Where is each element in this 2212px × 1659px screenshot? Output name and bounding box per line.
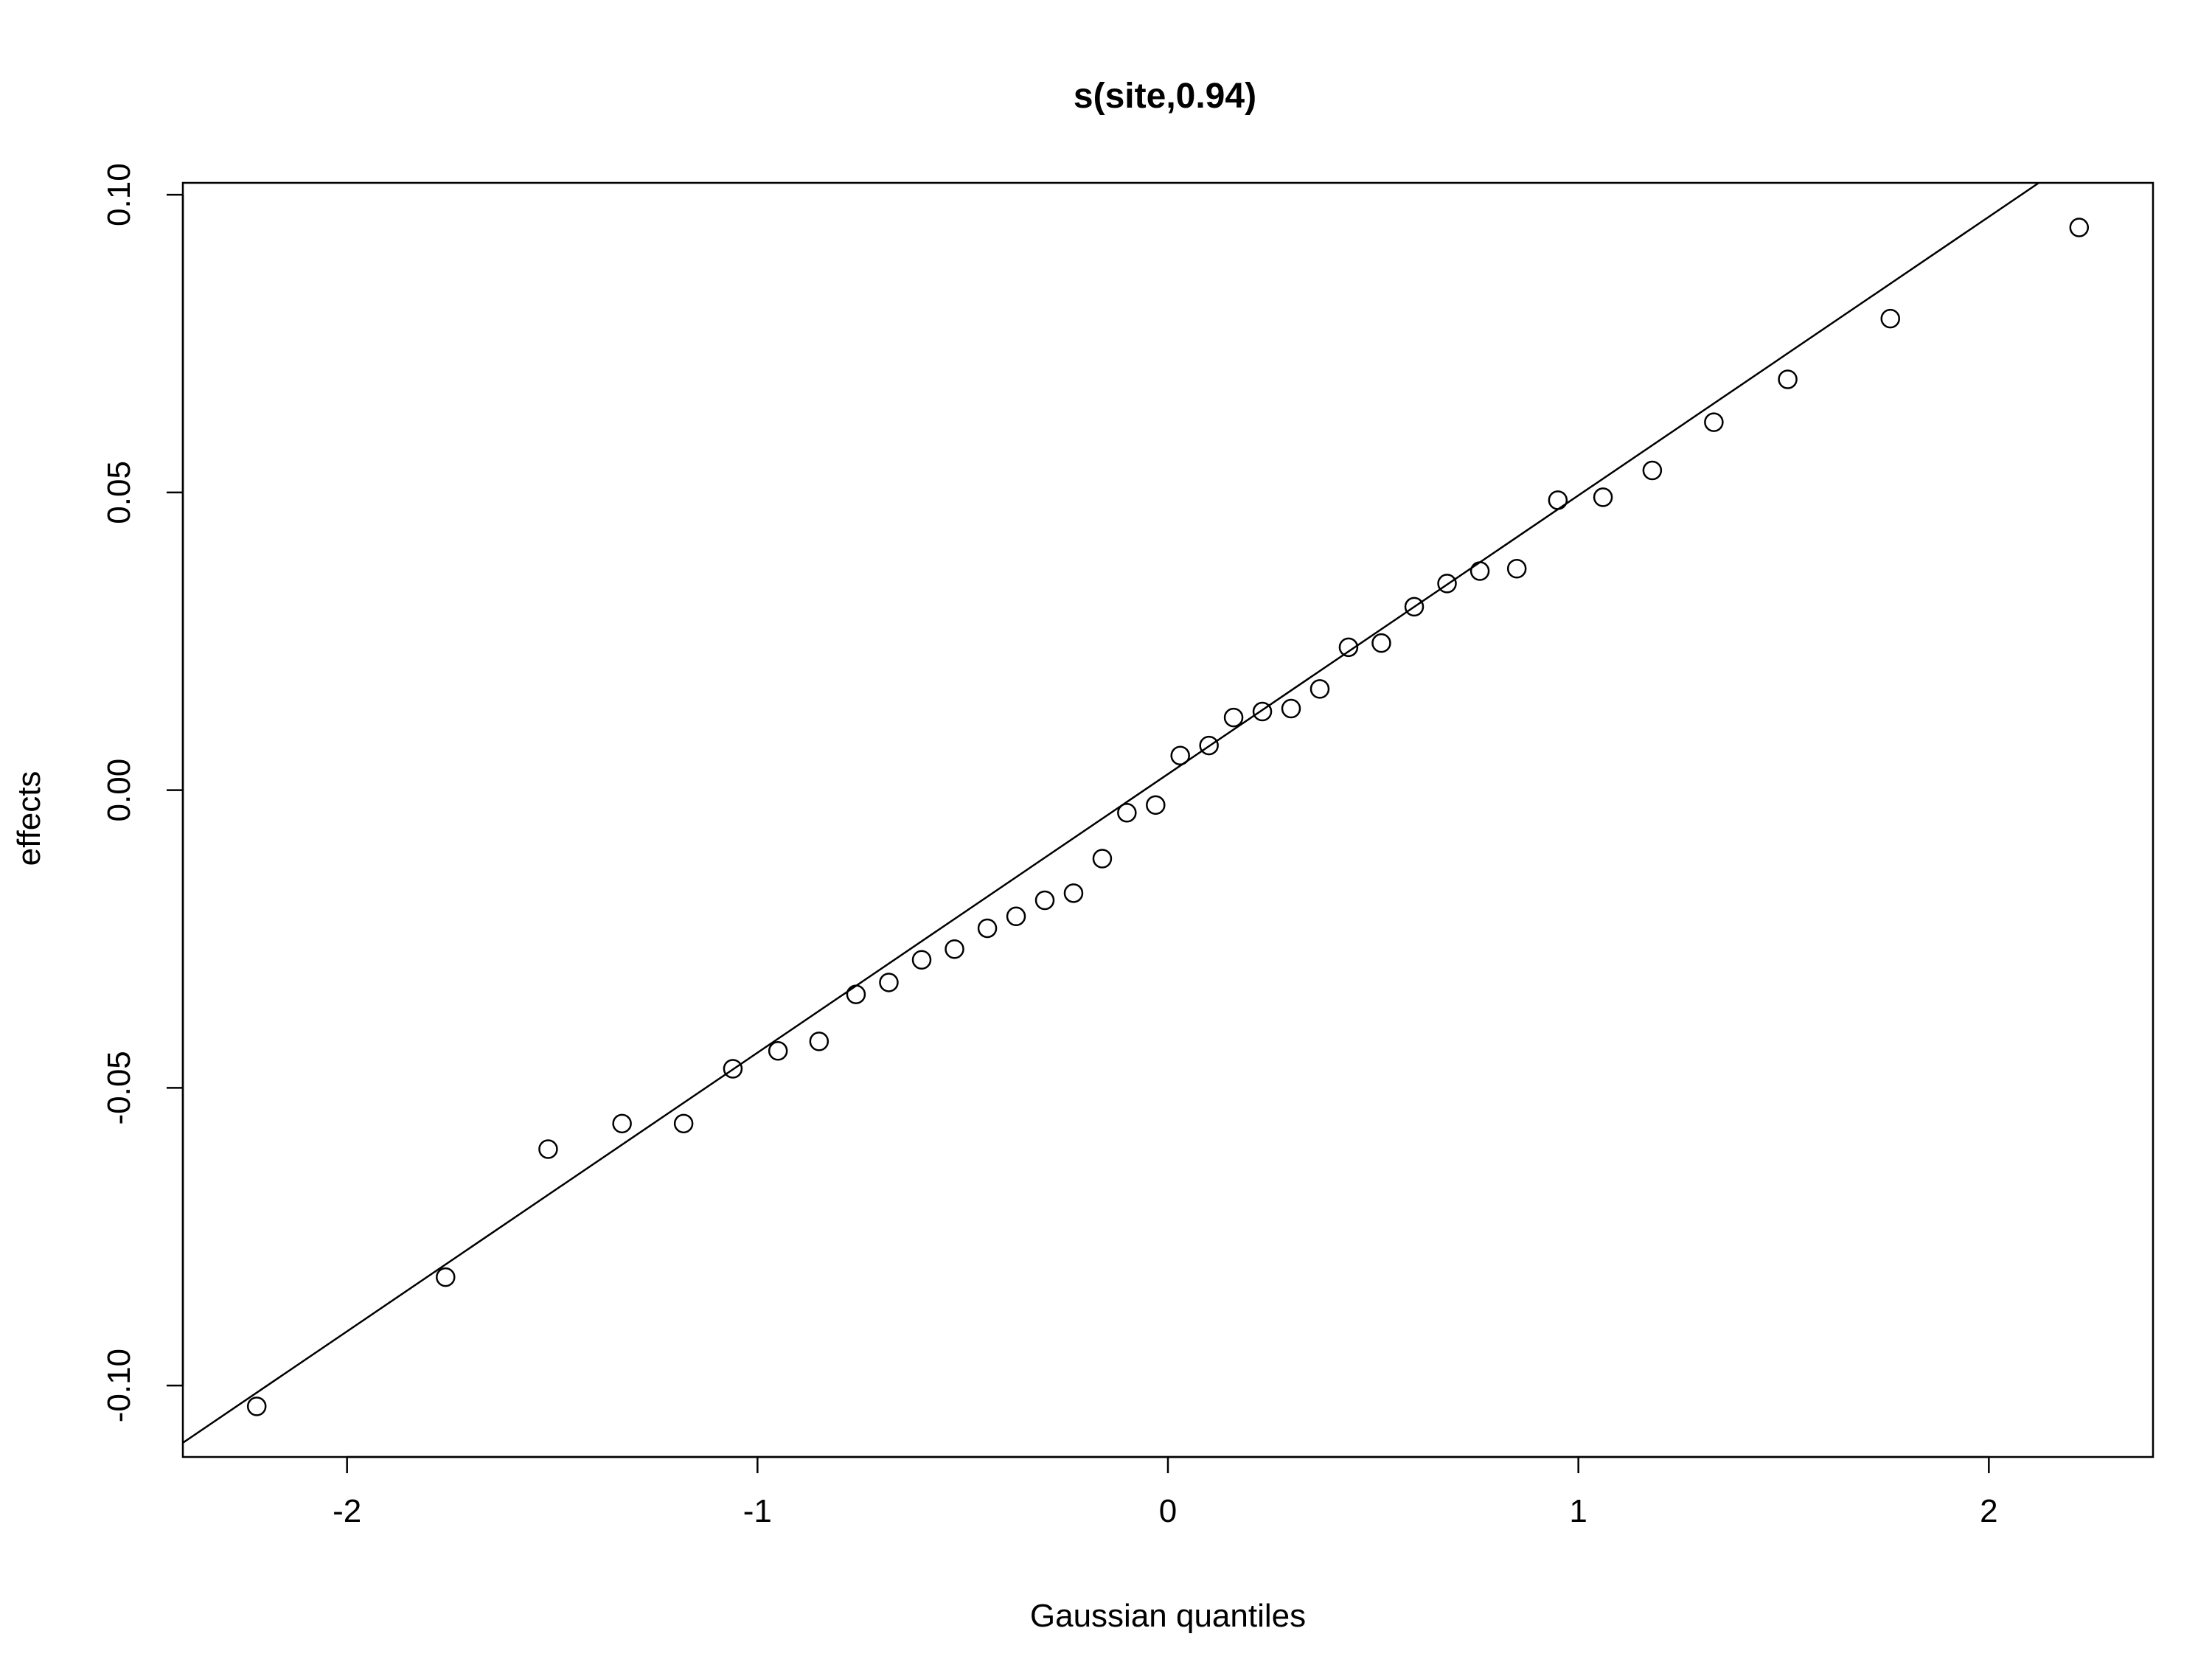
data-point <box>612 1113 632 1134</box>
data-point <box>1778 369 1798 389</box>
data-point <box>846 984 866 1004</box>
data-point <box>945 939 964 959</box>
chart-title: s(site,0.94) <box>1074 77 1256 116</box>
data-point <box>1117 803 1137 823</box>
data-point <box>1223 707 1244 728</box>
data-point <box>1404 597 1425 617</box>
data-point <box>1642 460 1663 481</box>
data-point <box>1034 890 1055 911</box>
x-tick-label: -2 <box>333 1493 361 1529</box>
data-point <box>977 918 998 939</box>
x-axis-label: Gaussian quantiles <box>1030 1598 1306 1634</box>
data-point <box>1371 633 1391 653</box>
data-point <box>538 1139 558 1159</box>
x-tick-label: 0 <box>1159 1493 1177 1529</box>
data-points <box>246 218 2090 1416</box>
data-point <box>1281 698 1301 719</box>
y-tick-label: 0.00 <box>101 759 137 822</box>
data-point <box>1170 745 1190 766</box>
data-point <box>1593 487 1613 507</box>
x-tick-label: -1 <box>743 1493 772 1529</box>
y-tick-label: 0.05 <box>101 461 137 524</box>
x-tick-label: 2 <box>1980 1493 1997 1529</box>
data-point <box>879 973 899 992</box>
data-point <box>436 1267 456 1287</box>
y-tick-label: 0.10 <box>101 163 137 226</box>
y-tick-label: -0.10 <box>101 1349 137 1422</box>
data-point <box>1548 490 1568 510</box>
data-point <box>1880 308 1900 329</box>
data-point <box>1338 637 1359 658</box>
data-point <box>1063 883 1084 903</box>
data-point <box>1092 849 1113 869</box>
data-point <box>809 1032 830 1051</box>
data-point <box>1506 558 1527 579</box>
data-point <box>723 1059 743 1079</box>
data-point <box>768 1041 788 1061</box>
data-point <box>911 950 932 970</box>
data-point <box>1310 679 1330 699</box>
data-point <box>1470 561 1490 581</box>
y-axis: -0.10 -0.05 0.00 0.05 0.10 <box>101 163 184 1422</box>
data-point <box>1704 412 1724 432</box>
reference-line <box>183 183 2041 1444</box>
data-point <box>1437 574 1457 594</box>
data-point <box>1006 906 1026 927</box>
plot-frame <box>181 181 2154 1458</box>
data-point <box>1146 795 1166 815</box>
data-point <box>246 1397 267 1416</box>
x-axis: -2 -1 0 1 2 <box>333 1455 1998 1529</box>
y-tick-label: -0.05 <box>101 1051 137 1124</box>
data-point <box>1199 735 1219 756</box>
y-axis-label: effects <box>11 771 47 866</box>
x-tick-label: 1 <box>1569 1493 1587 1529</box>
data-point <box>1252 701 1273 722</box>
data-point <box>2069 218 2090 237</box>
data-point <box>673 1113 694 1134</box>
